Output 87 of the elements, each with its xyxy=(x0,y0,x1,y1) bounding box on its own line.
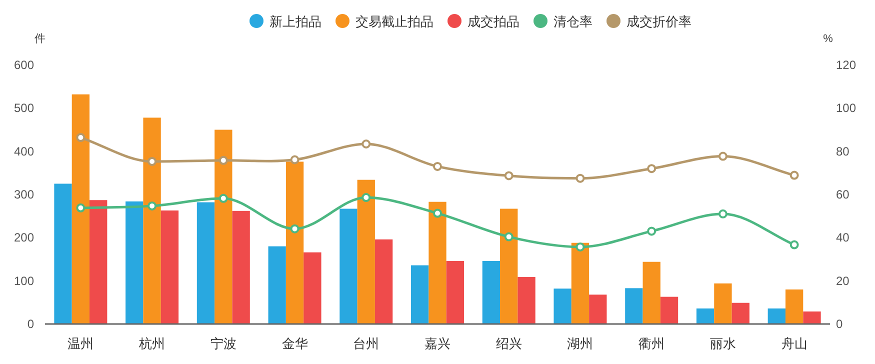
y2-tick-label: 40 xyxy=(836,230,850,245)
x-tick-label: 丽水 xyxy=(710,336,736,351)
bar xyxy=(660,296,678,324)
point xyxy=(576,242,585,252)
y-axis-title: 件 xyxy=(34,33,46,45)
bar xyxy=(126,201,144,324)
bar xyxy=(642,262,660,324)
y2-tick-label: 100 xyxy=(836,101,856,116)
point xyxy=(148,156,157,166)
x-tick-label: 台州 xyxy=(353,336,380,351)
bar xyxy=(518,276,536,324)
bar xyxy=(268,246,286,324)
bar xyxy=(90,200,108,324)
x-tick-label: 绍兴 xyxy=(496,336,522,351)
point xyxy=(433,162,442,171)
bar xyxy=(589,294,607,324)
bar xyxy=(482,260,500,324)
point xyxy=(76,203,86,212)
bar xyxy=(304,252,322,324)
x-tick-label: 嘉兴 xyxy=(424,336,450,351)
y-tick-label: 200 xyxy=(14,230,34,245)
point xyxy=(290,224,300,234)
bar xyxy=(803,311,821,324)
bar xyxy=(232,210,250,324)
x-tick-label: 杭州 xyxy=(138,336,166,351)
x-tick-label: 舟山 xyxy=(781,336,808,351)
y2-tick-label: 80 xyxy=(836,144,850,158)
y-tick-label: 0 xyxy=(27,317,34,331)
y2-tick-label: 120 xyxy=(836,58,856,72)
legend-label: 成交折价率 xyxy=(626,14,692,29)
point xyxy=(76,133,86,142)
point xyxy=(718,152,728,161)
bar xyxy=(214,130,232,324)
y-tick-label: 300 xyxy=(14,188,34,202)
bar xyxy=(732,302,750,324)
point xyxy=(790,170,799,180)
bar xyxy=(785,289,804,324)
y-tick-label: 100 xyxy=(14,274,34,288)
bar xyxy=(374,239,393,324)
x-tick-label: 宁波 xyxy=(210,336,236,351)
bar xyxy=(428,202,446,324)
point xyxy=(362,139,371,148)
bar xyxy=(411,265,429,324)
y2-tick-label: 60 xyxy=(836,188,850,202)
bar xyxy=(357,180,375,324)
point xyxy=(218,194,228,203)
legend-label: 新上拍品 xyxy=(270,14,322,29)
point xyxy=(790,240,799,250)
point xyxy=(718,209,728,218)
y-tick-label: 500 xyxy=(14,101,34,116)
bar xyxy=(196,202,215,324)
bar xyxy=(143,118,161,324)
bar xyxy=(554,288,572,324)
bar xyxy=(625,288,643,324)
legend-label: 交易截止拍品 xyxy=(356,14,434,29)
point xyxy=(433,208,442,218)
y2-axis-title: % xyxy=(823,33,834,45)
y-tick-label: 600 xyxy=(14,58,34,72)
x-tick-label: 衢州 xyxy=(638,336,665,351)
bar xyxy=(286,162,304,324)
bar xyxy=(768,308,786,324)
point xyxy=(504,171,514,180)
point xyxy=(362,193,371,202)
y2-tick-label: 0 xyxy=(836,317,843,331)
bar xyxy=(160,210,179,324)
legend-label: 清仓率 xyxy=(554,14,592,29)
legend-label: 成交拍品 xyxy=(468,14,520,29)
bar xyxy=(696,308,714,324)
bar xyxy=(500,208,518,324)
x-tick-label: 温州 xyxy=(68,336,94,351)
point xyxy=(290,155,300,164)
bar xyxy=(72,94,90,324)
point xyxy=(576,174,585,183)
point xyxy=(504,232,514,242)
x-tick-label: 湖州 xyxy=(567,336,594,351)
bar xyxy=(340,208,358,324)
point xyxy=(148,201,157,210)
y2-tick-label: 20 xyxy=(836,274,850,288)
bar xyxy=(714,283,732,324)
bar xyxy=(571,242,590,324)
x-tick-label: 金华 xyxy=(282,336,308,351)
point xyxy=(647,226,656,236)
bar xyxy=(54,184,72,324)
point xyxy=(647,164,656,174)
bar xyxy=(446,260,464,324)
y-tick-label: 400 xyxy=(14,144,34,158)
point xyxy=(218,156,228,165)
